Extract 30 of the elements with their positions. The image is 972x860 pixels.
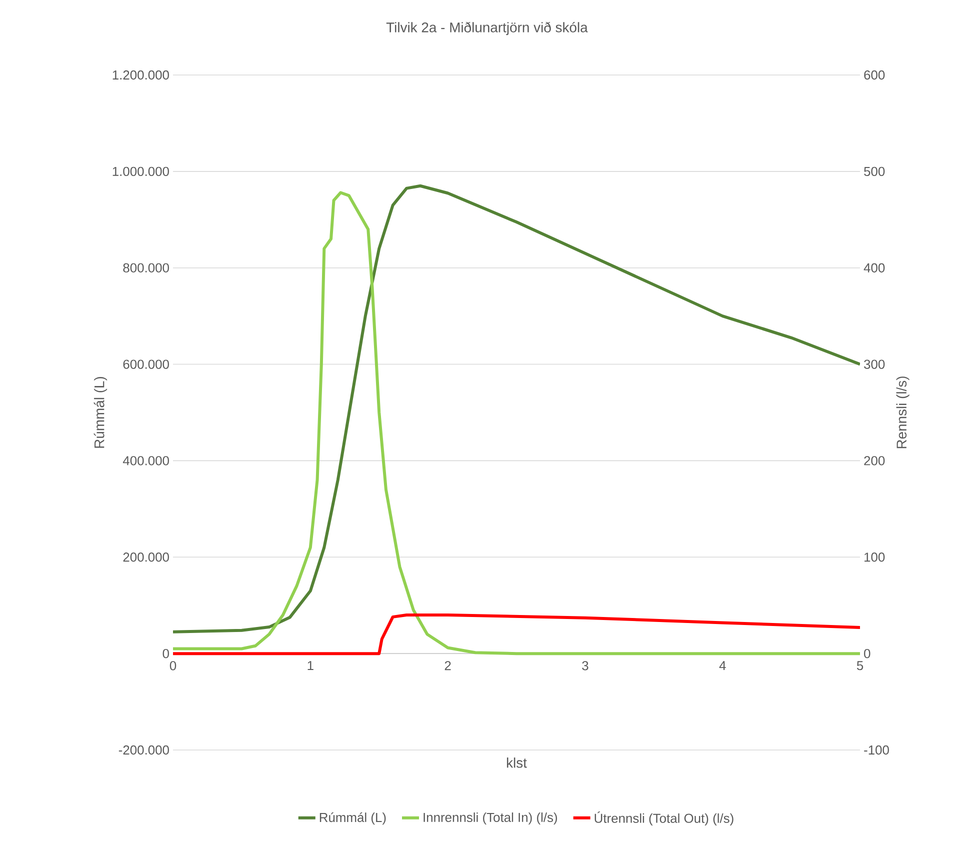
y-tick-label: 1.200.000: [112, 70, 169, 80]
y-tick-label: 1.000.000: [112, 166, 169, 176]
x-tick-label: 2: [444, 661, 451, 670]
chart-title: Tilvik 2a - Miðlunartjörn við skóla: [386, 22, 588, 36]
y-tick-label: 600.000: [123, 360, 169, 369]
x-tick-label: 4: [719, 661, 726, 670]
y-tick-label: 800.000: [123, 263, 169, 272]
y2-tick-label: 300: [864, 360, 885, 369]
y2-axis-title: Rennsli (l/s): [896, 376, 910, 448]
x-tick-label: 0: [170, 661, 176, 670]
x-tick-label: 1: [308, 661, 314, 670]
legend-label: Útrennsli (Total Out) (l/s): [594, 812, 734, 826]
y-tick-label: 0: [162, 648, 169, 658]
line-series: [173, 614, 860, 656]
y2-tick-label: -100: [864, 745, 889, 755]
y2-tick-label: 400: [864, 263, 885, 272]
legend-label: Innrennsli (Total In) (l/s): [424, 812, 557, 825]
y-tick-label: -200.000: [118, 745, 169, 755]
y2-tick-label: 500: [864, 166, 885, 176]
y-tick-label: 200.000: [123, 552, 169, 562]
y2-tick-label: 200: [864, 456, 885, 466]
legend-label: Rúmmál (L): [320, 812, 386, 825]
y2-tick-label: 600: [864, 70, 885, 80]
y2-tick-label: 100: [864, 552, 885, 562]
x-axis-title: klst: [506, 758, 527, 768]
x-tick-label: 3: [582, 661, 588, 670]
y-tick-label: 400.000: [122, 456, 169, 466]
y-axis-title: Rúmmál (L): [94, 376, 108, 448]
y2-tick-label: 0: [864, 648, 870, 658]
x-tick-label: 5: [856, 661, 864, 670]
